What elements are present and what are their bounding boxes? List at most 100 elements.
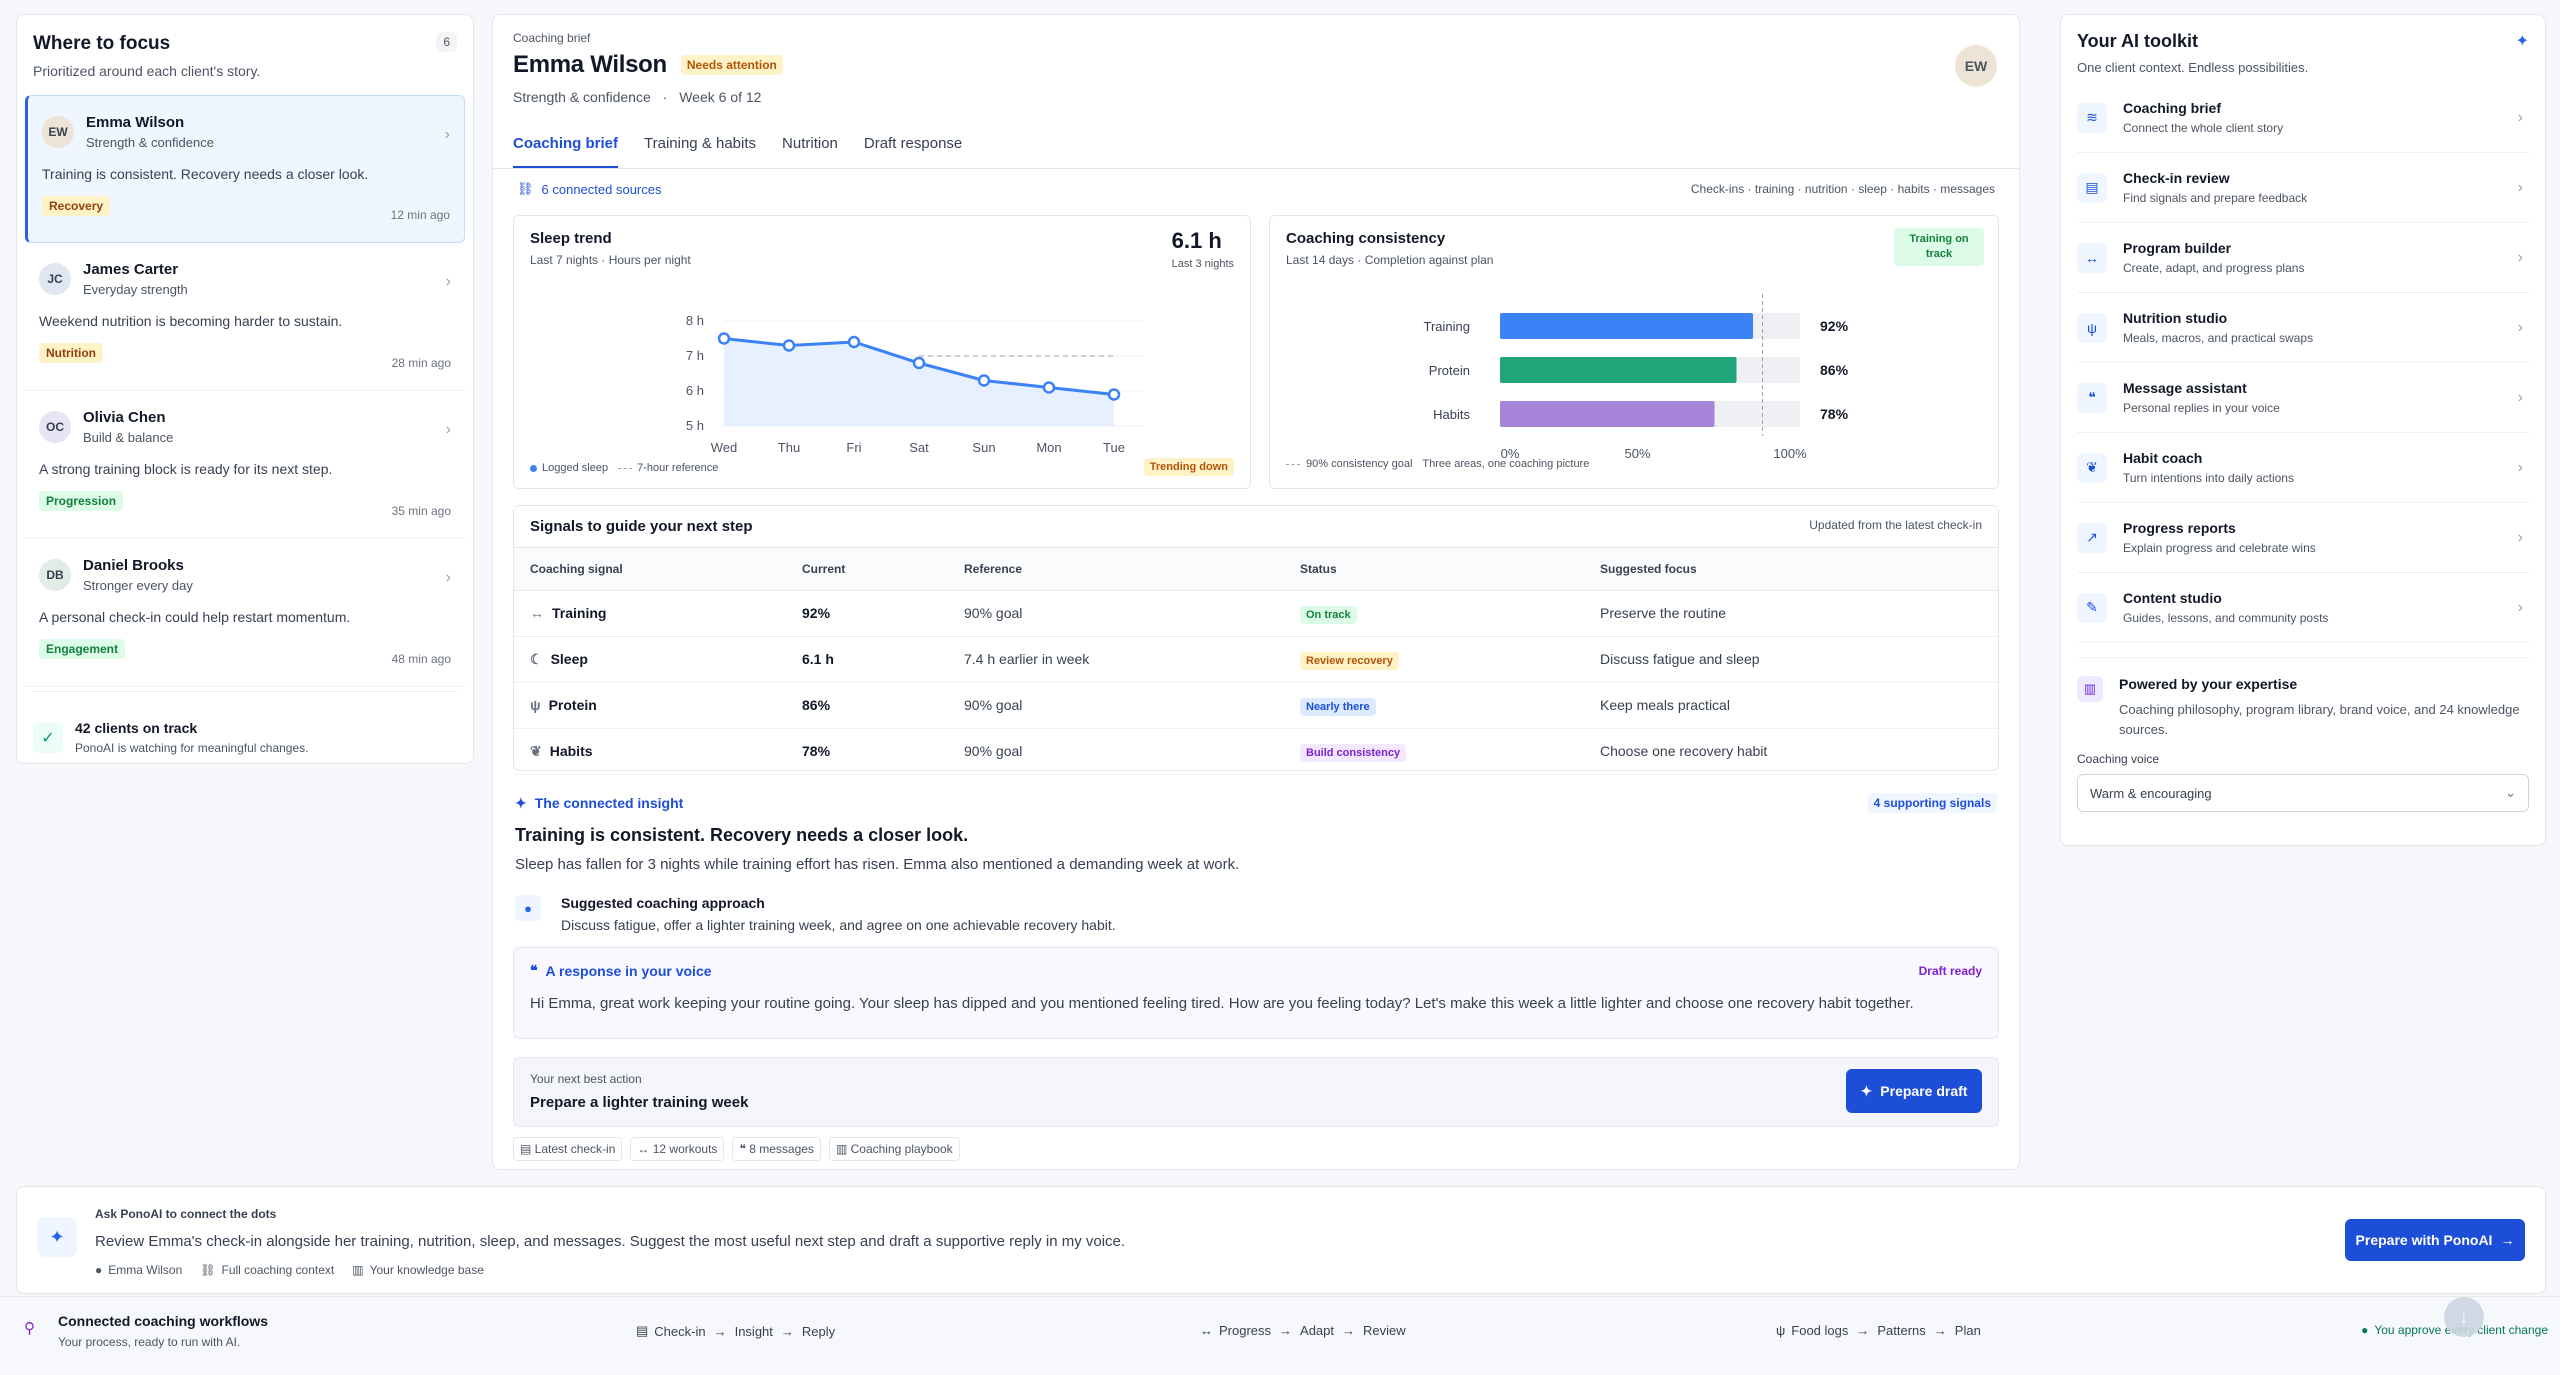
supporting-signals-badge[interactable]: 4 supporting signals: [1867, 793, 1997, 813]
wand-icon: ✦: [1860, 1082, 1873, 1099]
x-tick-label: Sun: [972, 440, 995, 455]
chip-messages[interactable]: ❝ 8 messages: [732, 1137, 821, 1161]
dumbbell-icon: ↔: [1200, 1323, 1213, 1338]
tab-training-habits[interactable]: Training & habits: [644, 135, 757, 152]
expertise-block: ▥ Powered by your expertise Coaching phi…: [2077, 657, 2529, 740]
signals-title: Signals to guide your next step: [530, 518, 753, 535]
bar: [1500, 357, 1737, 383]
client-card[interactable]: OC Olivia Chen Build & balance A strong …: [25, 391, 465, 539]
toolkit-item[interactable]: ▤ Check-in review Find signals and prepa…: [2077, 153, 2529, 223]
client-card[interactable]: JC James Carter Everyday strength Weeken…: [25, 243, 465, 391]
chip-workouts[interactable]: ↔ 12 workouts: [630, 1137, 725, 1161]
prepare-with-ponoai-button[interactable]: Prepare with PonoAI →: [2345, 1219, 2525, 1261]
check-icon: ✓: [33, 722, 63, 753]
consistency-bar-chart: Training 92% Protein 86% Habits 78% 0% 50% 100%: [1424, 294, 1849, 461]
workflow-icon: ⚲: [24, 1320, 35, 1337]
toolkit-item[interactable]: ✎ Content studio Guides, lessons, and co…: [2077, 573, 2529, 643]
wand-icon: ✦: [37, 1217, 77, 1257]
tool-icon: ▤: [2077, 172, 2107, 203]
client-count-badge: 6: [436, 32, 457, 52]
client-list: EW Emma Wilson Strength & confidence Tra…: [17, 95, 473, 687]
client-program: Strength & confidence: [513, 89, 651, 105]
tool-icon: ❝: [2077, 382, 2107, 413]
sleep-point: [847, 335, 861, 349]
connected-insight: ✦ The connected insight 4 supporting sign…: [515, 793, 1997, 933]
clipboard-icon: ▤: [636, 1323, 649, 1338]
workflow-bar: ⚲ Connected coaching workflows Your proc…: [0, 1296, 2560, 1375]
bar-category-label: Training: [1424, 319, 1470, 334]
workflow-food[interactable]: ψ Food logs → Patterns → Plan: [1776, 1323, 1981, 1338]
toolkit-list: ≋ Coaching brief Connect the whole clien…: [2061, 83, 2545, 643]
status-badge: Review recovery: [1300, 652, 1399, 670]
client-focus-panel: Where to focus Prioritized around each c…: [16, 14, 474, 764]
table-row[interactable]: ☾ Sleep 6.1 h 7.4 h earlier in week Revie…: [514, 636, 1998, 683]
toolkit-item[interactable]: ≋ Coaching brief Connect the whole clien…: [2077, 83, 2529, 153]
toolkit-item[interactable]: ❝ Message assistant Personal replies in …: [2077, 363, 2529, 433]
prepare-draft-button[interactable]: ✦ Prepare draft: [1846, 1069, 1982, 1113]
tab-nutrition[interactable]: Nutrition: [782, 135, 838, 152]
training-on-track-badge: Training on track: [1894, 228, 1984, 266]
toolkit-item[interactable]: ❦ Habit coach Turn intentions into daily…: [2077, 433, 2529, 503]
workflow-checkin[interactable]: ▤ Check-in → Insight → Reply: [636, 1323, 836, 1339]
tab-coaching-brief[interactable]: Coaching brief: [513, 123, 619, 168]
voice-draft-text[interactable]: Hi Emma, great work keeping your routine…: [530, 995, 1914, 1012]
chip-playbook[interactable]: ▥ Coaching playbook: [828, 1137, 960, 1161]
signal-current: 92%: [786, 590, 948, 637]
signal-reference: 7.4 h earlier in week: [948, 636, 1284, 683]
x-tick-label: 50%: [1624, 446, 1650, 461]
signal-name: Protein: [548, 697, 597, 713]
client-card[interactable]: EW Emma Wilson Strength & confidence Tra…: [25, 95, 465, 243]
coaching-voice-select[interactable]: Warm & encouraging ⌄: [2077, 774, 2529, 812]
signal-icon: ψ: [530, 697, 541, 713]
signal-name: Training: [552, 605, 607, 621]
signal-name: Sleep: [550, 650, 588, 667]
sleep-trend-card: Sleep trend Last 7 nights · Hours per ni…: [513, 215, 1251, 489]
tool-name: Check-in review: [2123, 170, 2230, 186]
tab-draft-response[interactable]: Draft response: [863, 135, 963, 152]
bar-value-label: 86%: [1820, 362, 1849, 378]
toolkit-subtitle: One client context. Endless possibilitie…: [2077, 60, 2309, 75]
tool-name: Progress reports: [2123, 520, 2236, 536]
status-badge: Nearly there: [1300, 698, 1376, 716]
client-tag: Recovery: [42, 196, 111, 216]
avatar: DB: [39, 559, 71, 591]
x-tick-label: Tue: [1103, 440, 1125, 455]
chip-latest-check-in[interactable]: ▤ Latest check-in: [513, 1137, 623, 1161]
table-row[interactable]: ψ Protein 86% 90% goal Nearly there Keep …: [514, 682, 1998, 729]
col-focus: Suggested focus: [1584, 548, 1998, 591]
consistency-card: Coaching consistency Last 14 days · Comp…: [1269, 215, 1999, 489]
needs-attention-badge: Needs attention: [680, 55, 783, 75]
x-tick-label: Fri: [846, 440, 861, 455]
signal-name: Habits: [549, 742, 593, 759]
sleep-point: [912, 356, 926, 370]
insight-label: The connected insight: [534, 795, 684, 811]
sleep-point: [717, 332, 731, 345]
connected-sources-link[interactable]: ⛓ 6 connected sources: [517, 181, 662, 197]
tool-name: Habit coach: [2123, 450, 2203, 466]
toolkit-item[interactable]: ↔ Program builder Create, adapt, and pro…: [2077, 223, 2529, 293]
client-avatar[interactable]: EW: [1955, 45, 1997, 87]
context-chips: ▤ Latest check-in ↔ 12 workouts ❝ 8 mess…: [513, 1137, 968, 1161]
sparkle-wand-icon[interactable]: ✦: [2515, 33, 2529, 50]
scroll-down-button[interactable]: ↓: [2444, 1297, 2484, 1337]
signal-focus: Preserve the routine: [1584, 590, 1998, 637]
table-row[interactable]: ❦ Habits 78% 90% goal Build consistency C…: [514, 728, 1998, 775]
toolkit-item[interactable]: ψ Nutrition studio Meals, macros, and pr…: [2077, 293, 2529, 363]
client-card[interactable]: DB Daniel Brooks Stronger every day A pe…: [25, 539, 465, 687]
y-tick-label: 6 h: [686, 383, 704, 398]
toolkit-item[interactable]: ↗ Progress reports Explain progress and …: [2077, 503, 2529, 573]
ask-prompt[interactable]: Review Emma's check-in alongside her tra…: [95, 1233, 1126, 1250]
brief-eyebrow: Coaching brief: [513, 31, 591, 45]
tool-desc: Explain progress and celebrate wins: [2123, 541, 2316, 555]
tool-icon: ❦: [2077, 452, 2107, 483]
x-tick-label: Thu: [778, 440, 800, 455]
client-program: Stronger every day: [83, 578, 193, 593]
chevron-right-icon: ›: [2517, 179, 2523, 196]
user-icon: ●: [95, 1263, 103, 1277]
bar-category-label: Protein: [1429, 363, 1470, 378]
workflow-progress[interactable]: ↔ Progress → Adapt → Review: [1200, 1323, 1406, 1338]
table-row[interactable]: ↔ Training 92% 90% goal On track Preserve…: [514, 590, 1998, 637]
tool-name: Program builder: [2123, 240, 2232, 256]
legend-note: Three areas, one coaching picture: [1422, 458, 1590, 470]
wand-icon: ✦: [515, 794, 527, 811]
